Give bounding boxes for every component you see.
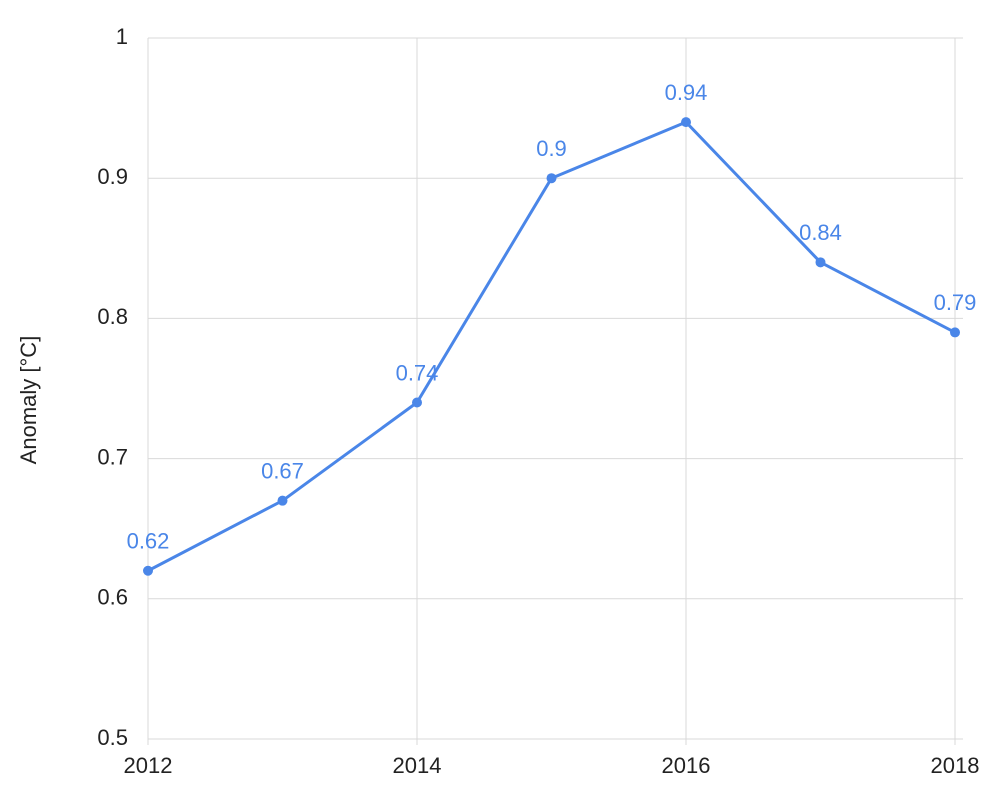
y-tick-label: 1: [116, 24, 128, 49]
data-label: 0.74: [396, 360, 439, 385]
y-tick-label: 0.9: [97, 164, 128, 189]
data-point: [143, 565, 153, 576]
data-label: 0.84: [799, 220, 842, 245]
data-label: 0.67: [261, 458, 304, 483]
y-tick-label: 0.5: [97, 725, 128, 750]
x-tick-label: 2014: [393, 753, 442, 778]
series-line: [147, 120, 956, 573]
data-label: 0.9: [536, 136, 567, 161]
y-tick-label: 0.7: [97, 444, 128, 469]
data-point: [277, 495, 288, 506]
x-tick-label: 2016: [662, 753, 711, 778]
y-tick-label: 0.6: [97, 585, 128, 610]
x-tick-label: 2012: [124, 753, 173, 778]
data-point: [681, 117, 691, 128]
data-point: [412, 397, 422, 408]
data-point: [546, 173, 557, 184]
x-tick-label: 2018: [931, 753, 980, 778]
data-label: 0.94: [665, 80, 708, 105]
y-axis-label: Anomaly [°C]: [16, 336, 41, 465]
data-label: 0.79: [934, 290, 977, 315]
data-point: [950, 327, 960, 338]
data-label: 0.62: [127, 529, 170, 554]
y-tick-label: 0.8: [97, 304, 128, 329]
data-point: [815, 257, 826, 268]
